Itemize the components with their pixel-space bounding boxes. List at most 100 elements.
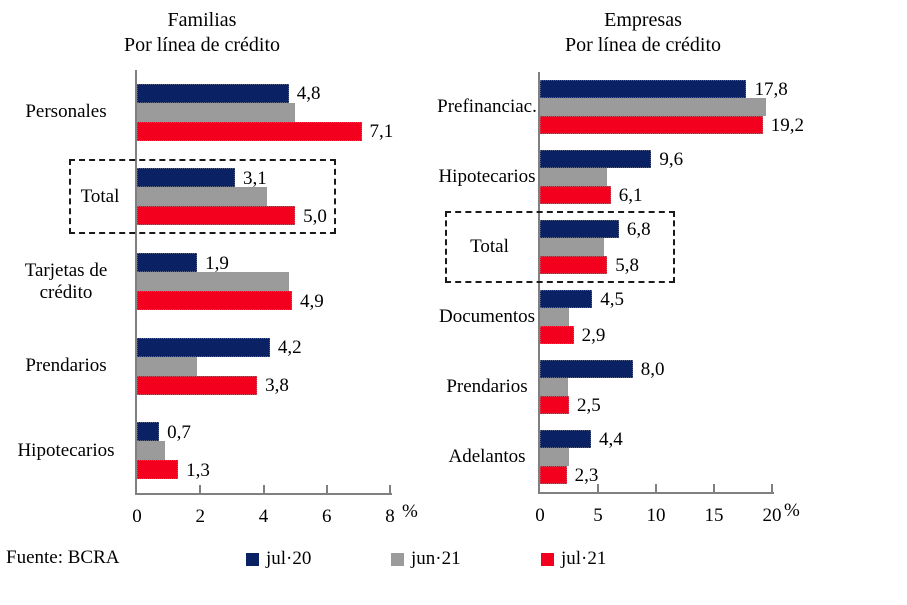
bar-value-label: 5,8	[615, 255, 640, 276]
x-tick-label: 0	[535, 505, 545, 526]
bar-value-label: 3,8	[265, 375, 289, 397]
category-label: Prendarios	[25, 355, 107, 377]
bar-value-label: 7,1	[369, 121, 394, 143]
category-label: Prendarios	[446, 376, 528, 397]
total-highlight-box	[445, 211, 675, 283]
x-tick-mark	[262, 485, 265, 493]
bar-jul21	[137, 375, 258, 395]
legend-item-jul20: jul·20	[246, 547, 311, 571]
bar-jul20	[137, 253, 198, 272]
bar-value-label: 4,2	[277, 337, 302, 359]
bar-jul20	[137, 168, 236, 188]
bar-value-label: 0,7	[167, 421, 191, 443]
bar-value-label: 4,9	[299, 290, 324, 312]
category-label: Total	[470, 236, 509, 257]
bar-jun21	[137, 441, 166, 461]
right-chart-title: Empresas	[604, 9, 682, 31]
category-label: Hipotecarios	[17, 439, 115, 461]
legend-swatch-jul20	[246, 552, 259, 566]
bar-value-label: 17,8	[754, 79, 788, 100]
x-tick-label: 0	[132, 506, 142, 527]
bar-jul21	[137, 460, 179, 480]
bar-jul21	[137, 121, 362, 141]
bar-value-label: 4,5	[600, 289, 624, 310]
bar-jul21	[540, 256, 608, 274]
bar-value-label: 8,0	[640, 359, 665, 380]
bar-jun21	[137, 187, 267, 207]
bar-value-label: 5,0	[303, 205, 327, 227]
bar-jun21	[540, 308, 569, 326]
x-tick-mark	[597, 484, 599, 492]
x-axis	[135, 493, 392, 495]
category-label: Hipotecarios	[438, 166, 536, 187]
x-tick-mark	[325, 485, 328, 493]
bar-value-label: 2,5	[577, 395, 601, 416]
bar-value-label: 6,8	[626, 219, 651, 240]
bar-value-label: 19,2	[770, 115, 804, 136]
bar-jun21	[137, 356, 198, 376]
legend-item-jun21: jun·21	[391, 547, 461, 571]
bar-value-label: 3,1	[243, 167, 267, 189]
x-tick-mark	[713, 484, 715, 492]
total-highlight-box	[69, 159, 336, 235]
bar-jul21	[540, 326, 574, 344]
x-tick-label: 15	[704, 505, 724, 526]
left-chart-title: Familias	[167, 9, 237, 31]
bar-jul21	[540, 186, 611, 204]
bar-jul20	[540, 150, 652, 168]
x-tick-label: 4	[258, 506, 269, 527]
legend-item-jul21: jul·21	[541, 547, 606, 571]
legend-swatch-jun21	[391, 552, 404, 566]
left-chart-subtitle: Por línea de crédito	[123, 34, 281, 56]
x-tick-label: 6	[322, 506, 332, 527]
y-axis	[538, 72, 540, 494]
bar-jul21	[137, 206, 296, 226]
x-tick-label: 10	[646, 505, 666, 526]
x-tick-mark	[389, 485, 391, 493]
category-label: Prefinanciac.	[437, 96, 537, 117]
bar-value-label: 9,6	[659, 149, 684, 170]
x-axis	[538, 492, 774, 494]
bar-jul20	[540, 290, 593, 308]
bar-jul20	[137, 422, 160, 442]
x-tick-mark	[199, 485, 202, 493]
x-tick-mark	[655, 484, 657, 492]
bar-jun21	[137, 102, 296, 122]
bar-jul20	[137, 337, 270, 357]
right-chart-subtitle: Por línea de crédito	[564, 34, 722, 56]
bar-jun21	[540, 238, 604, 256]
bar-jul20	[137, 83, 289, 103]
x-axis-unit-label: %	[784, 500, 800, 521]
bar-jun21	[540, 378, 568, 396]
bar-jul20	[540, 220, 619, 238]
legend-label: jul·20	[266, 548, 312, 569]
bar-value-label: 1,3	[186, 459, 210, 481]
legend-label: jun·21	[411, 548, 461, 569]
bar-value-label: 2,9	[581, 325, 606, 346]
legend-swatch-jul21	[541, 552, 554, 566]
x-tick-label: 20	[762, 505, 782, 526]
legend: jul·20 jun·21 jul·21	[0, 547, 907, 571]
x-tick-label: 2	[195, 506, 206, 527]
bar-jul21	[540, 466, 567, 484]
category-label: Personales	[25, 101, 107, 123]
x-axis-unit-label: %	[402, 501, 418, 522]
category-label: Documentos	[438, 306, 536, 327]
bar-jul21	[540, 116, 763, 134]
legend-label: jul·21	[561, 548, 607, 569]
category-label: Adelantos	[448, 446, 526, 467]
bar-jul21	[137, 291, 292, 310]
bar-jun21	[540, 168, 608, 186]
bar-value-label: 1,9	[205, 252, 229, 274]
source-note: Fuente: BCRA	[6, 547, 120, 568]
bar-value-label: 4,8	[296, 83, 321, 105]
bar-value-label: 2,3	[574, 465, 599, 486]
bar-jul20	[540, 430, 592, 448]
y-axis	[135, 70, 137, 495]
category-label: Tarjetas de crédito	[24, 259, 108, 303]
bar-value-label: 4,4	[599, 429, 623, 450]
bar-jun21	[540, 448, 569, 466]
category-label: Total	[80, 185, 120, 207]
bar-jul20	[540, 80, 747, 98]
